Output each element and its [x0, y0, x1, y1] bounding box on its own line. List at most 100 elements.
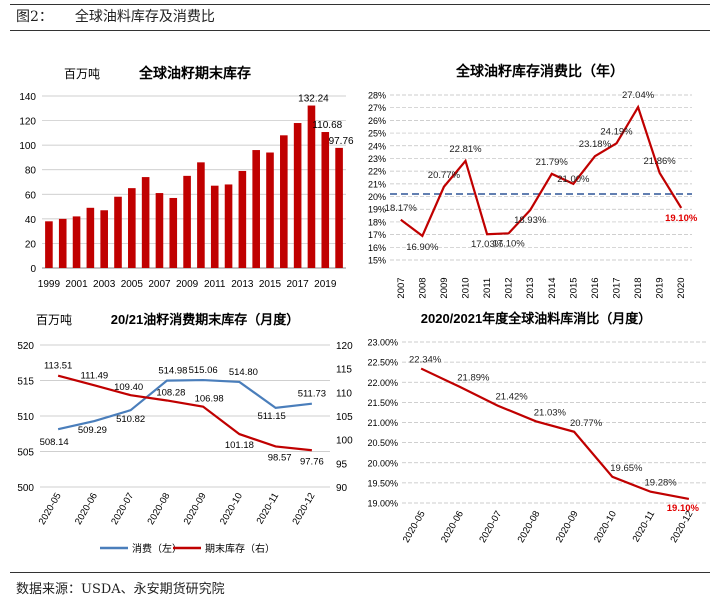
chart2-line: [400, 104, 683, 238]
chart4-ytick: 20.50%: [367, 438, 398, 448]
chart2-xtick: 2012: [504, 277, 515, 298]
chart2-data-label: 23.18%: [579, 139, 612, 150]
chart2-ytick: 16%: [368, 243, 386, 253]
chart1-bar: [100, 210, 108, 268]
chart2-ytick: 23%: [368, 154, 386, 164]
chart3-data-label: 508.14: [40, 437, 69, 448]
chart1-xtick: 2011: [204, 279, 226, 290]
chart3-ytick-right: 105: [336, 412, 353, 423]
chart2-ytick: 24%: [368, 141, 386, 151]
chart4-ytick: 21.00%: [367, 418, 398, 428]
header-rule: [10, 30, 710, 31]
chart2-data-label: 22.81%: [449, 144, 482, 155]
chart4-ytick: 22.00%: [367, 378, 398, 388]
chart2-xtick: 2016: [590, 277, 601, 298]
chart3-ytick-left: 520: [17, 341, 34, 352]
chart1-ytick: 100: [19, 141, 36, 152]
chart2-xtick: 2014: [547, 277, 558, 298]
chart1-bar: [307, 105, 316, 268]
chart3-unit: 百万吨: [36, 313, 72, 327]
chart2-ytick: 19%: [368, 205, 386, 215]
chart2-xtick: 2019: [655, 277, 666, 298]
chart4-data-label: 19.10%: [667, 503, 700, 514]
chart1-ytick: 80: [25, 166, 37, 177]
chart3-data-label: 511.15: [257, 411, 285, 422]
chart3-legend-label: 期末库存（右）: [205, 542, 275, 555]
chart4-title: 2020/2021年度全球油料库消比（月度）: [421, 311, 651, 326]
chart1-bar: [114, 196, 122, 268]
chart1-data-label: 110.68: [312, 120, 342, 131]
chart3-xtick: 2020-06: [73, 491, 100, 527]
chart3-data-label: 510.82: [116, 414, 145, 425]
chart3-ytick-right: 120: [336, 341, 353, 352]
chart4-data-label: 21.89%: [457, 373, 490, 384]
chart4-ytick: 22.50%: [367, 358, 398, 368]
chart4-data-label: 19.65%: [610, 463, 643, 474]
chart2-data-label: 27.04%: [622, 90, 655, 101]
chart2-data-label: 24.19%: [600, 126, 633, 137]
chart2-ytick: 21%: [368, 179, 386, 189]
chart1-bar: [141, 177, 150, 268]
chart4-xtick: 2020-10: [592, 509, 619, 545]
chart2-xtick: 2010: [461, 277, 472, 298]
chart1-bar: [335, 147, 343, 268]
chart3-data-label: 514.80: [229, 367, 258, 378]
chart2-data-label: 20.77%: [428, 170, 461, 181]
chart1-bar: [58, 218, 67, 268]
chart2-xtick: 2013: [525, 277, 536, 298]
chart3-xtick: 2020-05: [37, 491, 64, 527]
chart4-xtick: 2020-05: [401, 509, 428, 545]
chart2-xtick: 2008: [417, 277, 428, 298]
chart3-series-line: [57, 378, 312, 431]
chart4-data-label: 21.03%: [534, 407, 567, 418]
chart1-bar: [128, 188, 136, 268]
chart2-ytick: 28%: [368, 91, 386, 101]
chart3-ytick-right: 95: [336, 459, 348, 470]
chart3-xtick: 2020-07: [109, 491, 136, 527]
chart1-bar: [266, 152, 274, 268]
chart4-data-label: 20.77%: [570, 418, 603, 429]
chart3-xtick: 2020-09: [182, 491, 209, 527]
chart2-xtick: 2018: [633, 277, 644, 298]
chart1-ytick: 140: [19, 92, 36, 103]
chart3-ytick-right: 110: [336, 388, 352, 399]
chart2-data-label: 21.79%: [536, 157, 569, 168]
chart1-xtick: 1999: [38, 279, 61, 290]
chart1-bar: [155, 193, 164, 268]
chart1-ytick: 120: [19, 117, 36, 128]
chart2-xtick: 2020: [676, 277, 687, 298]
chart2-xtick: 2007: [396, 277, 407, 298]
chart3-title: 20/21油籽消费期末库存（月度）: [111, 312, 300, 327]
chart1-title: 全球油籽期末库存: [138, 65, 251, 81]
chart1-data-label: 97.76: [329, 136, 354, 147]
chart3-data-label: 511.73: [298, 389, 326, 400]
chart3-ytick-left: 515: [17, 377, 34, 388]
chart1-ytick: 60: [25, 190, 37, 201]
chart4-data-label: 19.28%: [645, 478, 678, 489]
chart1-xtick: 2009: [176, 279, 199, 290]
chart3-ytick-right: 100: [336, 436, 353, 447]
chart1-ytick: 40: [25, 215, 37, 226]
chart2-title: 全球油籽库存消费比（年）: [455, 63, 624, 79]
chart3-xtick: 2020-10: [218, 491, 245, 527]
chart1-bar: [293, 123, 302, 269]
chart3-data-label: 514.98: [158, 366, 187, 377]
chart2-data-label: 21.86%: [644, 156, 677, 167]
footer-rule: [10, 572, 710, 573]
chart3-data-label: 113.51: [44, 361, 72, 372]
chart1-xtick: 2017: [287, 279, 310, 290]
chart3-data-label: 101.18: [225, 440, 254, 451]
chart1-bar: [238, 170, 247, 268]
chart1-bar: [280, 135, 288, 268]
chart2-xtick: 2017: [612, 277, 623, 298]
chart1-bar: [210, 185, 219, 268]
chart1-xtick: 2007: [148, 279, 171, 290]
chart1-ytick: 20: [25, 239, 37, 250]
chart3-ytick-right: 115: [336, 365, 352, 376]
chart4-xtick: 2020-08: [516, 509, 543, 545]
chart2-ytick: 20%: [368, 192, 386, 202]
chart3-ytick-left: 505: [17, 448, 34, 459]
chart4-ytick: 19.00%: [367, 499, 398, 509]
chart1-unit: 百万吨: [64, 67, 100, 81]
chart2-data-label: 18.93%: [514, 215, 547, 226]
